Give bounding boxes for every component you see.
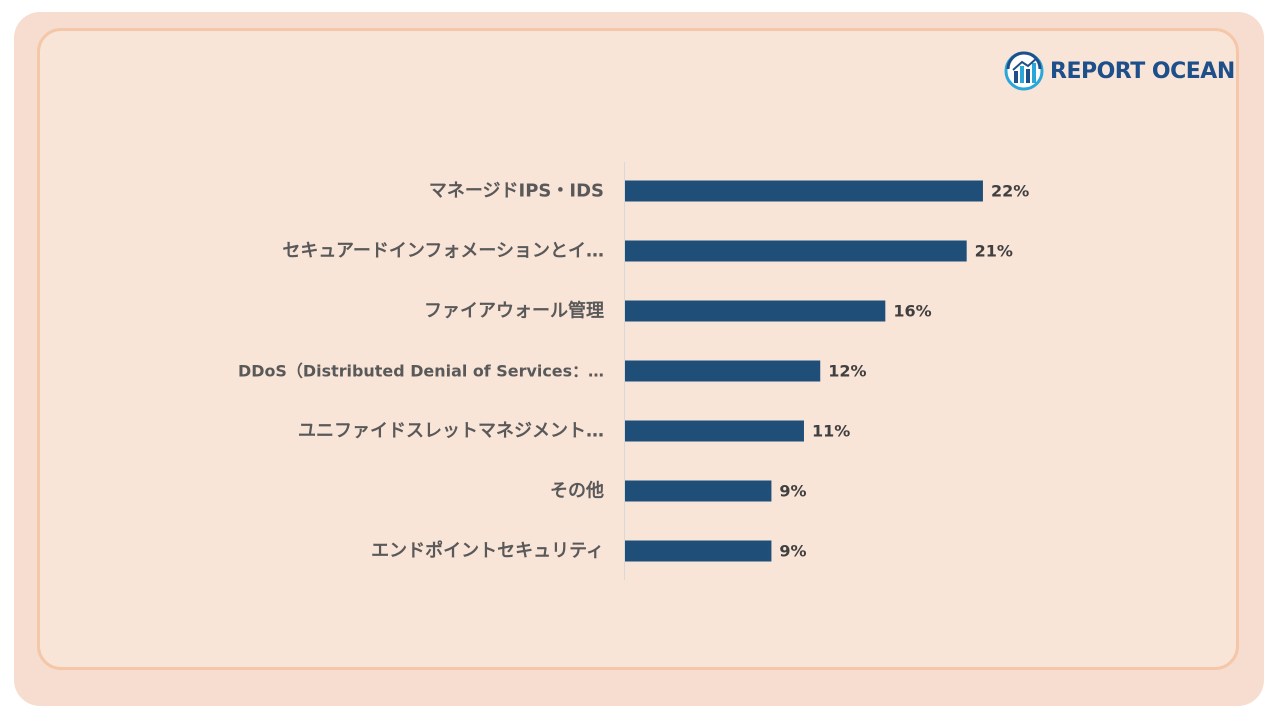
report-ocean-logo: REPORT OCEAN [1004, 50, 1235, 92]
category-label-5: ユニファイドスレットマネジメント… [298, 421, 604, 442]
value-label-4: 12% [828, 362, 866, 381]
chart-frame [37, 28, 1239, 670]
category-labels: マネージドIPS・IDS セキュアードインフォメーションとイ… ファイアウォール管理… [238, 181, 604, 562]
category-label-7: エンドポイントセキュリティ [371, 540, 604, 562]
value-label-3: 16% [893, 302, 931, 321]
logo-text: REPORT OCEAN [1050, 58, 1235, 84]
bars-layer [625, 180, 983, 562]
category-label-3: ファイアウォール管理 [424, 300, 604, 322]
category-label-2: セキュアードインフォメーションとイ… [282, 241, 604, 262]
value-label-7: 9% [779, 542, 806, 561]
value-label-1: 22% [991, 182, 1029, 201]
value-label-6: 9% [779, 482, 806, 501]
value-label-5: 11% [812, 422, 850, 441]
bar-1 [625, 180, 983, 202]
value-labels: 22% 21% 16% 12% 11% 9% 9% [779, 182, 1029, 561]
category-label-4: DDoS（Distributed Denial of Services：… [238, 362, 604, 381]
bar-4 [625, 360, 821, 382]
category-label-6: その他 [550, 480, 604, 502]
bar-6 [625, 480, 772, 502]
bar-5 [625, 420, 804, 442]
bar-7 [625, 540, 772, 562]
bar-2 [625, 240, 967, 262]
category-label-1: マネージドIPS・IDS [429, 181, 604, 202]
bar-3 [625, 300, 886, 322]
value-label-2: 21% [975, 242, 1013, 261]
report-ocean-globe-icon [1004, 51, 1044, 91]
